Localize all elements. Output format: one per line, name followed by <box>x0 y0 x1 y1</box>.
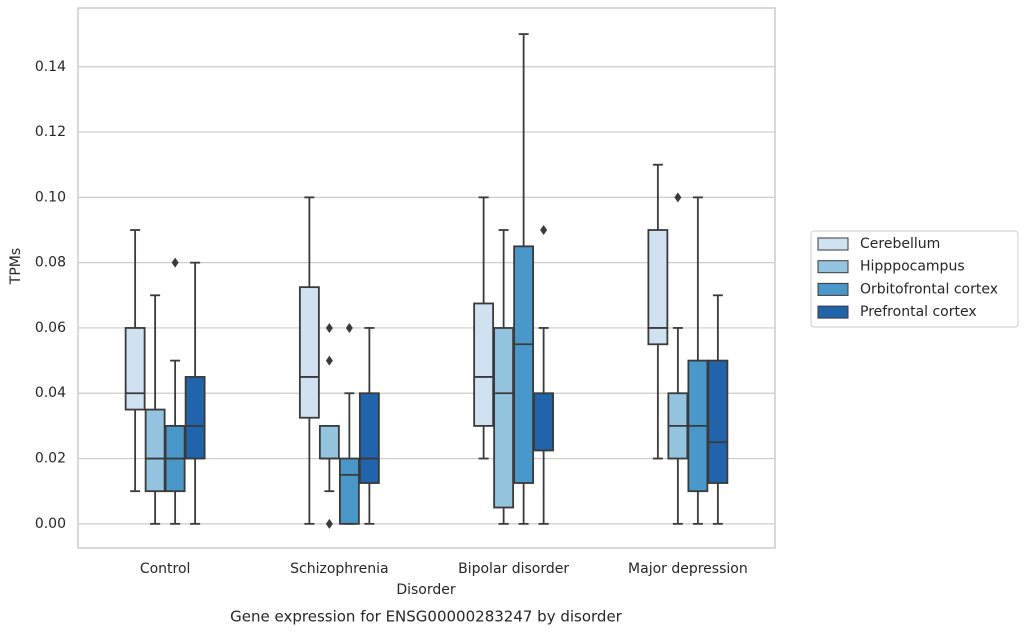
box <box>318 424 340 460</box>
box <box>124 327 146 411</box>
x-tick-label: Major depression <box>628 561 748 577</box>
chart-title: Gene expression for ENSG00000283247 by d… <box>230 608 623 626</box>
flier <box>674 192 682 203</box>
flier <box>325 518 333 529</box>
y-tick-label: 0.08 <box>35 255 66 271</box>
legend-swatch <box>817 282 849 296</box>
legend-label: Prefrontal cortex <box>860 304 977 320</box>
legend-swatch <box>817 237 849 251</box>
box <box>513 245 535 484</box>
y-tick-label: 0.06 <box>35 320 66 336</box>
flier <box>540 225 548 236</box>
box <box>707 359 729 484</box>
y-axis-label: TPMs <box>8 248 24 285</box>
flier <box>325 355 333 366</box>
box <box>144 408 166 493</box>
flier <box>171 257 179 268</box>
x-tick-label: Schizophrenia <box>290 561 388 577</box>
y-tick-label: 0.10 <box>35 189 66 205</box>
y-tick-label: 0.00 <box>35 516 66 532</box>
x-tick-label: Control <box>140 561 191 577</box>
plot-area <box>77 7 776 549</box>
y-tick-label: 0.02 <box>35 451 66 467</box>
legend-swatch <box>817 260 849 274</box>
flier <box>345 322 353 333</box>
legend-label: Hipppocampus <box>860 259 965 275</box>
x-axis-label: Disorder <box>396 582 456 598</box>
box <box>493 327 515 509</box>
flier <box>325 322 333 333</box>
box <box>533 392 555 452</box>
box <box>298 286 320 419</box>
x-tick-label: Bipolar disorder <box>458 561 569 577</box>
box <box>358 392 380 484</box>
y-tick-label: 0.04 <box>35 385 66 401</box>
y-tick-label: 0.12 <box>35 124 66 140</box>
y-tick-label: 0.14 <box>35 59 66 75</box>
legend-label: Cerebellum <box>860 236 940 252</box>
box <box>473 302 495 427</box>
box <box>647 229 669 346</box>
legend-label: Orbitofrontal cortex <box>860 281 998 297</box>
legend-swatch <box>817 305 849 319</box>
box <box>184 376 206 460</box>
box <box>338 457 360 525</box>
legend <box>810 230 1019 328</box>
